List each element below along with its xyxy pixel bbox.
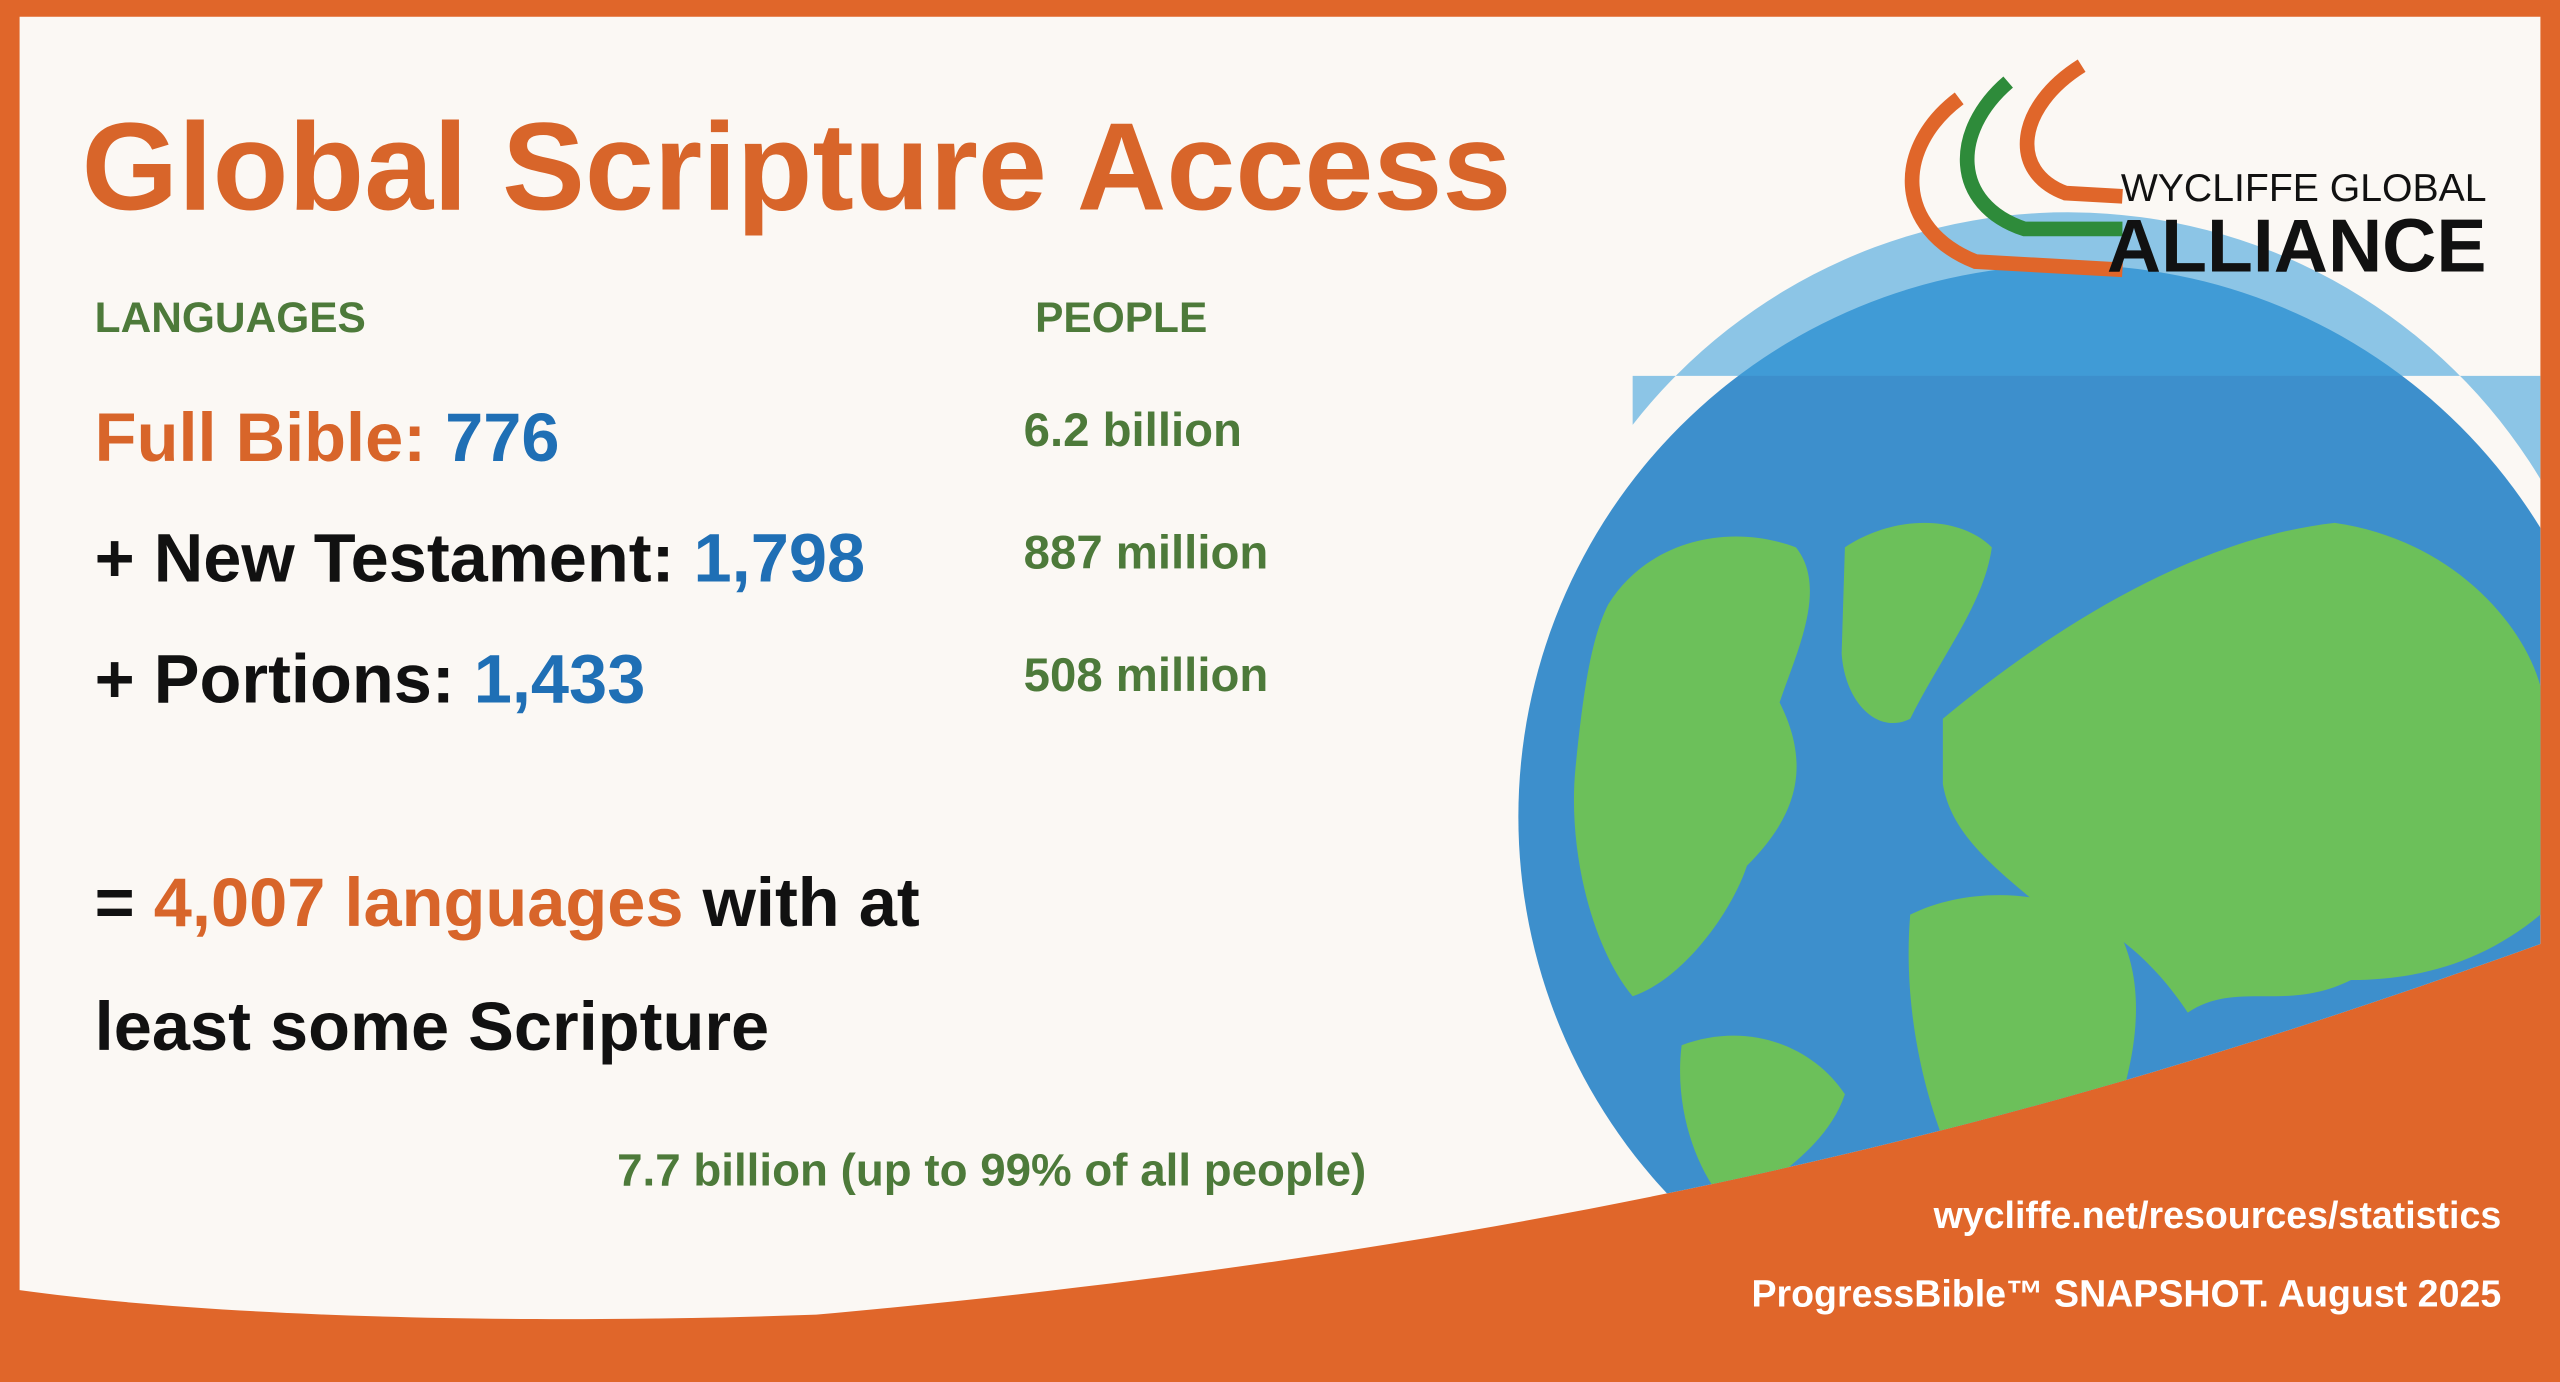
- row-value: 776: [445, 399, 559, 476]
- row-people: 6.2 billion: [1024, 404, 1242, 457]
- row-value: 1,433: [474, 640, 646, 717]
- eurasia: [1942, 522, 2541, 1013]
- greenland: [1841, 522, 1992, 724]
- row-people: 887 million: [1024, 527, 1269, 580]
- summary-text: with at: [702, 864, 920, 941]
- north-america: [1573, 536, 1810, 997]
- row: + New Testament: 1,798: [95, 520, 865, 597]
- row-value: 1,798: [694, 520, 866, 597]
- logo-line2: ALLIANCE: [2107, 203, 2487, 287]
- logo-line1: WYCLIFFE GLOBAL: [2121, 167, 2487, 210]
- title: Global Scripture Access: [82, 98, 1512, 236]
- row-label: Full Bible:: [95, 399, 426, 476]
- row-people: 508 million: [1024, 649, 1269, 702]
- summary-line: least some Scripture: [95, 988, 769, 1065]
- summary-prefix: =: [95, 864, 135, 941]
- summary-highlight: 4,007 languages: [154, 864, 684, 941]
- footer-source: ProgressBible™ SNAPSHOT. August 2025: [1751, 1273, 2501, 1315]
- footer-url: wycliffe.net/resources/statistics: [1933, 1194, 2502, 1236]
- summary-people: 7.7 billion (up to 99% of all people): [617, 1145, 1366, 1196]
- south-america: [1680, 1035, 1845, 1209]
- row: Full Bible: 776: [95, 399, 560, 476]
- column-heading: PEOPLE: [1035, 294, 1207, 341]
- logo: WYCLIFFE GLOBAL ALLIANCE: [1904, 59, 2487, 287]
- logo-arc: [2019, 59, 2123, 204]
- column-heading: LANGUAGES: [95, 294, 366, 341]
- logo-arc: [1959, 76, 2123, 237]
- row-label: + New Testament:: [95, 520, 675, 597]
- logo-arc: [1904, 92, 2123, 278]
- summary-line: = 4,007 languages with at: [95, 864, 920, 941]
- row: + Portions: 1,433: [95, 640, 646, 717]
- row-label: + Portions:: [95, 640, 455, 717]
- ocean-highlight: [1632, 212, 2541, 491]
